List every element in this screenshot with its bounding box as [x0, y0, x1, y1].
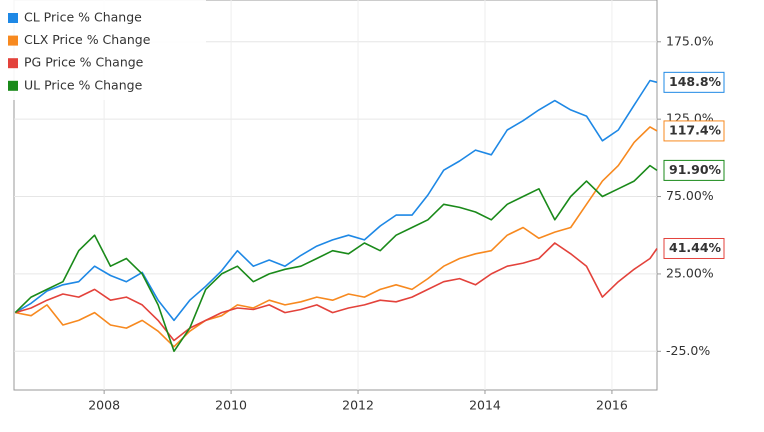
line — [14, 79, 658, 322]
y-tick-label: -25.0% — [666, 343, 710, 358]
x-tick-label: 2010 — [215, 398, 247, 413]
end-label-box — [663, 159, 725, 181]
legend-label: UL Price % Change — [24, 77, 143, 92]
legend-swatch — [8, 13, 18, 23]
legend-label: CLX Price % Change — [24, 32, 151, 47]
end-label-box — [663, 71, 725, 93]
x-tick-label: 2014 — [469, 398, 501, 413]
legend-swatch — [8, 35, 18, 46]
line — [15, 242, 658, 342]
x-tick-label: 2008 — [88, 398, 120, 413]
end-label: 91.90% — [669, 162, 722, 177]
end-label-box — [663, 120, 725, 142]
y-tick-label: 25.00% — [666, 265, 714, 280]
legend-box — [0, 0, 206, 100]
y-tick-label: 75.00% — [666, 188, 714, 203]
end-label: 148.8% — [669, 74, 722, 89]
y-tick-label: 175.0% — [666, 33, 714, 48]
legend-label: PG Price % Change — [24, 55, 144, 70]
legend-swatch — [8, 80, 18, 91]
x-tick-label: 2012 — [342, 398, 374, 413]
legend-label: CL Price % Change — [24, 10, 142, 25]
legend-swatch — [8, 58, 18, 69]
end-label: 41.44% — [669, 240, 722, 255]
end-label-box — [663, 237, 725, 259]
x-tick-label: 2016 — [596, 398, 628, 413]
end-label: 117.4% — [669, 122, 722, 137]
line — [15, 126, 658, 348]
line — [14, 164, 658, 353]
